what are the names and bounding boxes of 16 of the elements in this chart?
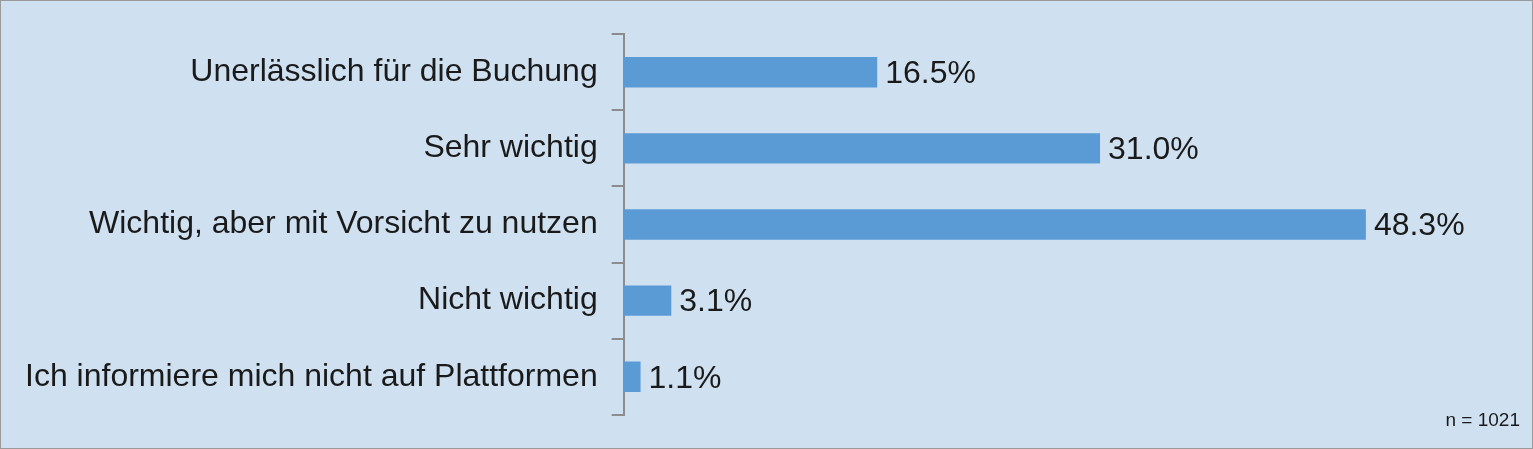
bar [623, 209, 1366, 240]
y-tick-label: Wichtig, aber mit Vorsicht zu nutzen [89, 204, 598, 241]
y-tick-label: Nicht wichtig [418, 280, 598, 317]
data-label: 16.5% [885, 54, 976, 91]
bar [623, 361, 641, 392]
y-tick-label: Sehr wichtig [423, 128, 598, 165]
data-label: 1.1% [648, 358, 722, 395]
data-label: 3.1% [679, 282, 753, 319]
bar [623, 57, 878, 88]
data-label: 48.3% [1373, 206, 1465, 243]
data-label: 31.0% [1108, 130, 1199, 167]
bar [623, 133, 1101, 164]
bar [623, 285, 672, 316]
y-tick-label: Unerlässlich für die Buchung [190, 52, 598, 89]
y-tick-label: Ich informiere mich nicht auf Plattformen [25, 356, 598, 393]
text: n = 1021 [1445, 408, 1520, 430]
